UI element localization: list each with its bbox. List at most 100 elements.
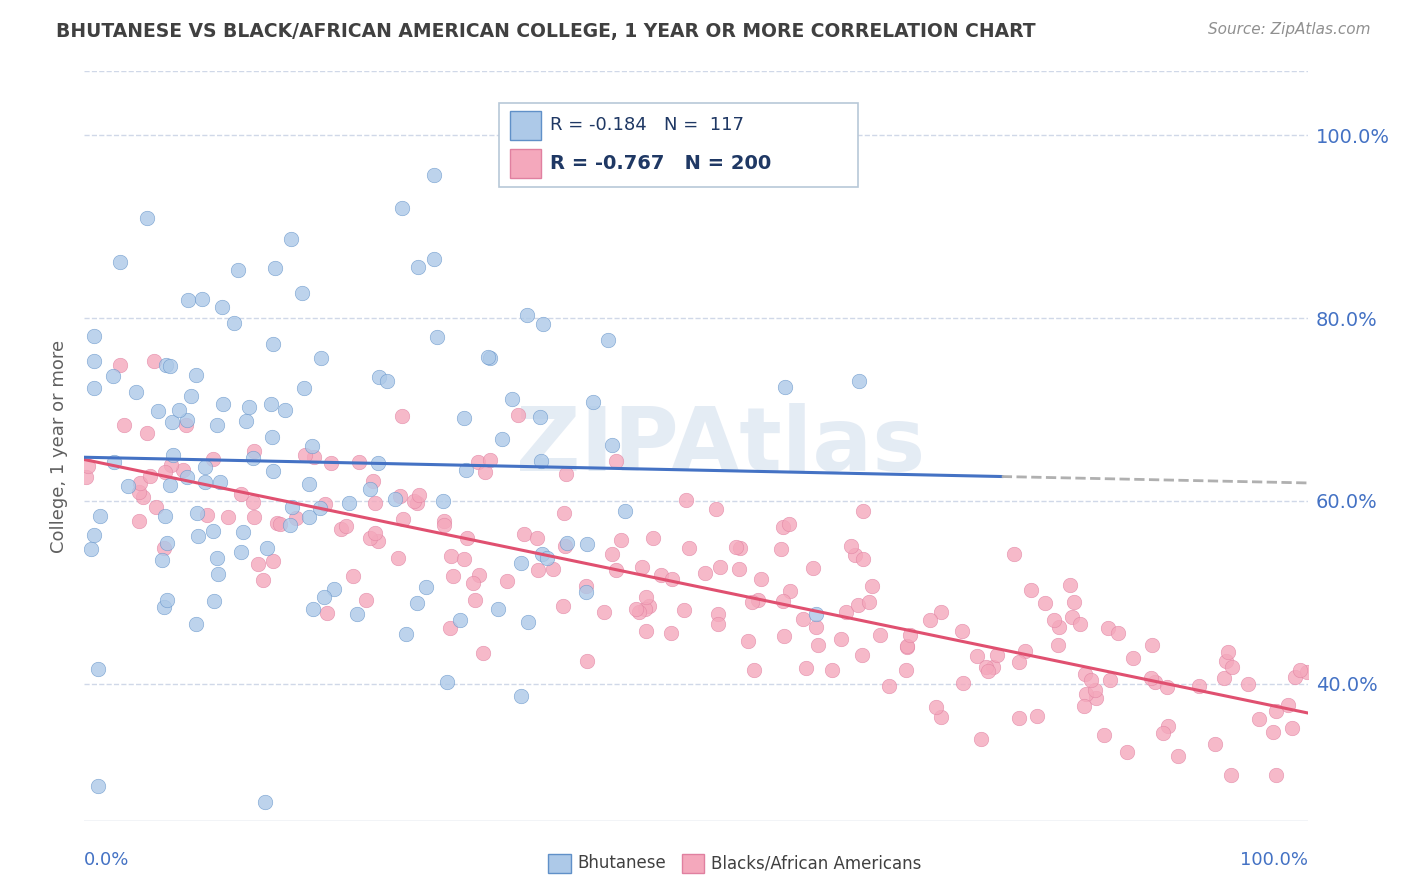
Point [453, 411, 475, 425]
Point [112, 418, 135, 433]
Point [408, 260, 430, 274]
Point [242, 510, 264, 524]
Point [375, 374, 398, 388]
Text: Source: ZipAtlas.com: Source: ZipAtlas.com [1208, 22, 1371, 37]
Point [1107, 626, 1129, 640]
Point [981, 660, 1004, 674]
Point [772, 594, 794, 608]
Point [132, 490, 155, 504]
Point [266, 516, 288, 530]
Point [304, 450, 326, 464]
Point [309, 500, 332, 515]
Point [536, 550, 558, 565]
Point [201, 524, 224, 539]
Point [1085, 690, 1108, 705]
Point [804, 620, 827, 634]
Point [773, 380, 796, 394]
Point [128, 485, 150, 500]
Point [314, 497, 336, 511]
Point [194, 460, 217, 475]
Point [1047, 620, 1070, 634]
Point [408, 487, 430, 501]
Point [423, 252, 446, 266]
Point [415, 580, 437, 594]
Point [506, 409, 529, 423]
Point [966, 648, 988, 663]
Text: 100.0%: 100.0% [1240, 851, 1308, 869]
Point [974, 660, 997, 674]
Point [1084, 682, 1107, 697]
Point [581, 395, 603, 409]
Point [1218, 645, 1240, 659]
Point [246, 557, 269, 571]
Point [1237, 676, 1260, 690]
Point [1187, 679, 1209, 693]
Point [238, 401, 260, 415]
Point [474, 466, 496, 480]
Point [634, 591, 657, 605]
Point [1167, 748, 1189, 763]
Point [527, 563, 550, 577]
Point [360, 532, 382, 546]
Point [172, 463, 194, 477]
Point [83, 381, 105, 395]
Point [896, 639, 918, 653]
Point [285, 511, 308, 525]
Point [426, 330, 449, 344]
Point [298, 477, 321, 491]
Point [423, 168, 446, 182]
Point [1215, 655, 1237, 669]
Point [433, 517, 456, 532]
Point [769, 542, 792, 557]
Point [707, 607, 730, 622]
Point [772, 520, 794, 534]
Point [516, 308, 538, 322]
Point [406, 496, 429, 510]
Point [479, 453, 502, 467]
Point [156, 593, 179, 607]
Point [605, 454, 627, 468]
Point [191, 293, 214, 307]
Point [180, 389, 202, 403]
Point [704, 502, 727, 516]
Text: 0.0%: 0.0% [84, 851, 129, 869]
Point [1014, 644, 1036, 658]
Point [1122, 651, 1144, 665]
Point [924, 700, 946, 714]
Point [384, 492, 406, 507]
Point [298, 510, 321, 524]
Point [821, 663, 844, 677]
Text: R = -0.767   N = 200: R = -0.767 N = 200 [550, 154, 770, 173]
Point [600, 547, 623, 561]
Point [747, 593, 769, 607]
Point [1212, 671, 1234, 685]
Point [146, 403, 169, 417]
Point [89, 509, 111, 524]
Point [626, 602, 648, 616]
Point [675, 493, 697, 508]
Point [389, 489, 412, 503]
Point [575, 579, 598, 593]
Point [402, 494, 425, 508]
Point [156, 536, 179, 550]
Point [751, 572, 773, 586]
Point [153, 541, 176, 555]
Point [1080, 673, 1102, 687]
Point [110, 358, 132, 372]
Point [242, 451, 264, 466]
Point [1019, 583, 1042, 598]
Point [986, 648, 1008, 663]
Point [155, 508, 177, 523]
Point [792, 611, 814, 625]
Point [551, 599, 574, 613]
Point [162, 448, 184, 462]
Point [627, 605, 650, 619]
Point [724, 541, 747, 555]
Point [316, 606, 339, 620]
Point [1063, 595, 1085, 609]
Point [929, 710, 952, 724]
Point [846, 598, 869, 612]
Point [160, 415, 183, 429]
Point [830, 632, 852, 646]
Point [1002, 547, 1025, 561]
